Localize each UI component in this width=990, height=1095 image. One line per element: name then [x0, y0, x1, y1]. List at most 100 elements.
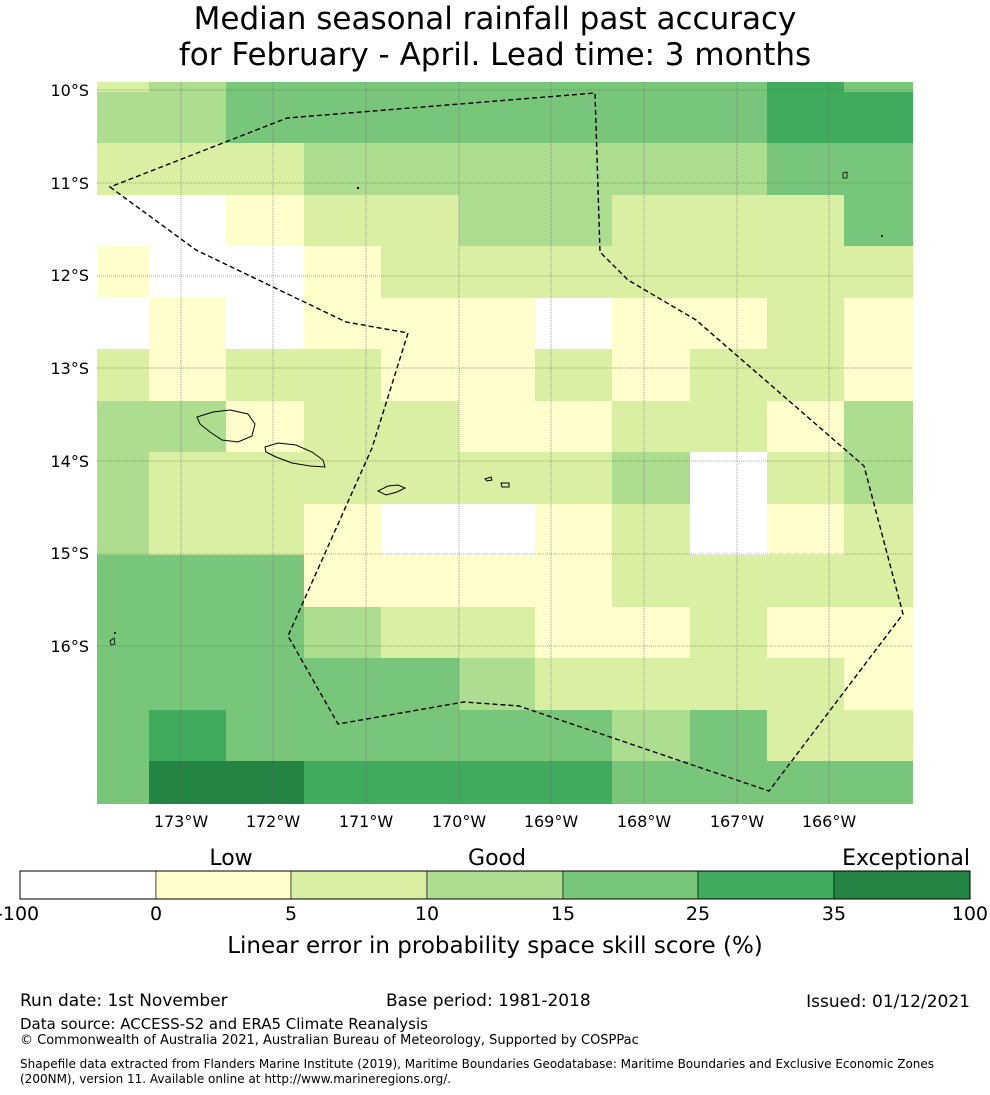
- grid-cell: [844, 710, 913, 761]
- grid-cell: [381, 195, 459, 246]
- grid-cell: [226, 555, 304, 607]
- colorbar: Low Good Exceptional -100 0 5 10 15 25 3…: [0, 846, 988, 959]
- grid-cell: [226, 607, 304, 658]
- grid-cell: [304, 143, 381, 195]
- grid-cell: [149, 82, 226, 92]
- grid-cell: [690, 92, 767, 143]
- grid-cell: [97, 710, 149, 761]
- grid-cell: [535, 298, 612, 349]
- grid-cell: [149, 246, 226, 298]
- grid-cell: [844, 82, 913, 92]
- colorbar-swatch: [833, 870, 971, 900]
- wallis-island: [109, 637, 116, 646]
- grid-cell: [97, 607, 149, 658]
- grid-cell: [612, 143, 690, 195]
- grid-cell: [459, 195, 535, 246]
- grid-cell: [149, 452, 226, 504]
- grid-cell: [226, 710, 304, 761]
- grid-cell: [535, 195, 612, 246]
- tokelau-atoll: [842, 171, 848, 179]
- grid-cell: [149, 761, 226, 804]
- shapefile-credit: Shapefile data extracted from Flanders M…: [20, 1057, 935, 1086]
- grid-cell: [226, 401, 304, 452]
- grid-cell: [767, 92, 844, 143]
- grid-cell: [97, 143, 149, 195]
- colorbar-tick: 25: [686, 903, 710, 925]
- grid-cell: [381, 452, 459, 504]
- grid-cell: [612, 761, 690, 804]
- lon-label: 166°W: [802, 812, 857, 831]
- grid-cell: [97, 92, 149, 143]
- grid-cell: [459, 761, 535, 804]
- grid-cell: [690, 246, 767, 298]
- grid-cell: [304, 92, 381, 143]
- lat-label: 13°S: [50, 359, 89, 378]
- skill-grid: [97, 82, 913, 804]
- grid-cell: [226, 761, 304, 804]
- grid-cell: [767, 452, 844, 504]
- grid-cell: [381, 761, 459, 804]
- grid-cell: [149, 298, 226, 349]
- grid-cell: [612, 401, 690, 452]
- colorbar-frame: [19, 870, 971, 900]
- lon-label: 169°W: [524, 812, 579, 831]
- grid-cell: [612, 246, 690, 298]
- grid-cell: [226, 82, 304, 92]
- grid-cell: [381, 143, 459, 195]
- grid-cell: [844, 401, 913, 452]
- grid-cell: [304, 349, 381, 401]
- grid-cell: [304, 607, 381, 658]
- grid-cell: [844, 658, 913, 710]
- grid-cell: [844, 504, 913, 555]
- colorbar-swatch: [155, 870, 292, 900]
- longitude-labels: 173°W 172°W 171°W 170°W 169°W 168°W 167°…: [154, 812, 857, 831]
- colorbar-tick: 5: [285, 903, 297, 925]
- grid-cell: [381, 607, 459, 658]
- grid-cell: [612, 298, 690, 349]
- grid-cell: [612, 555, 690, 607]
- eez-boundary: [108, 92, 904, 792]
- grid-cell: [97, 452, 149, 504]
- tutuila-island: [376, 484, 407, 496]
- wallis-islet: [114, 632, 116, 634]
- grid-cell: [149, 349, 226, 401]
- grid-cell: [767, 195, 844, 246]
- ofu-olosega-island: [484, 476, 493, 482]
- grid-cell: [535, 92, 612, 143]
- grid-cell: [844, 195, 913, 246]
- colorbar-tick: -100: [0, 903, 39, 925]
- grid-cell: [149, 92, 226, 143]
- run-date: Run date: 1st November: [20, 991, 228, 1011]
- colorbar-category-exceptional: Exceptional: [842, 846, 970, 871]
- grid-cell: [459, 298, 535, 349]
- grid-cell: [535, 452, 612, 504]
- grid-cell: [535, 401, 612, 452]
- colorbar-tick: 100: [952, 903, 988, 925]
- grid-cell: [612, 92, 690, 143]
- grid-cell: [97, 504, 149, 555]
- grid-cell: [690, 452, 767, 504]
- grid-cell: [226, 452, 304, 504]
- grid-cell: [226, 658, 304, 710]
- lon-label: 171°W: [339, 812, 394, 831]
- grid-cell: [459, 92, 535, 143]
- grid-cell: [381, 246, 459, 298]
- lat-label: 10°S: [50, 81, 89, 100]
- grid-cell: [97, 761, 149, 804]
- grid-cell: [226, 143, 304, 195]
- lat-label: 15°S: [50, 544, 89, 563]
- latitude-labels: 10°S 11°S 12°S 13°S 14°S 15°S 16°S: [50, 81, 89, 656]
- lon-label: 173°W: [154, 812, 209, 831]
- grid-cell: [535, 143, 612, 195]
- grid-cell: [97, 195, 149, 246]
- grid-cell: [767, 298, 844, 349]
- title-line-2: for February - April. Lead time: 3 month…: [178, 37, 812, 73]
- tau-island: [500, 482, 510, 488]
- title-line-1: Median seasonal rainfall past accuracy: [193, 1, 797, 37]
- grid-cell: [690, 555, 767, 607]
- grid-cell: [381, 82, 459, 92]
- grid-cell: [459, 246, 535, 298]
- grid-cell: [97, 298, 149, 349]
- grid-cell: [97, 82, 149, 92]
- colorbar-title: Linear error in probability space skill …: [227, 933, 763, 959]
